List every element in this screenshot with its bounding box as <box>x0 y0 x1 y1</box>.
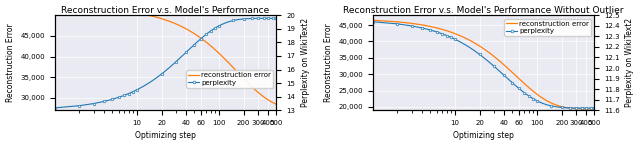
perplexity <box>273 17 280 19</box>
reconstruction error <box>589 108 597 110</box>
perplexity <box>246 18 253 19</box>
perplexity <box>589 107 597 109</box>
reconstruction error <box>369 19 376 21</box>
Title: Reconstruction Error v.s. Model's Performance Without Outlier: Reconstruction Error v.s. Model's Perfor… <box>343 6 624 15</box>
Legend: reconstruction error, perplexity: reconstruction error, perplexity <box>504 19 591 36</box>
reconstruction error <box>572 108 580 110</box>
reconstruction error <box>569 108 577 109</box>
perplexity <box>569 107 577 109</box>
perplexity <box>584 107 591 109</box>
Y-axis label: Reconstruction Error: Reconstruction Error <box>6 23 15 102</box>
perplexity <box>254 18 262 19</box>
perplexity <box>51 107 58 109</box>
Y-axis label: Reconstruction Error: Reconstruction Error <box>324 23 333 102</box>
reconstruction error <box>254 91 262 93</box>
perplexity <box>251 18 259 19</box>
perplexity <box>572 107 580 109</box>
reconstruction error <box>266 100 273 101</box>
Legend: reconstruction error, perplexity: reconstruction error, perplexity <box>186 70 273 88</box>
reconstruction error <box>591 108 598 110</box>
perplexity <box>564 107 572 109</box>
Title: Reconstruction Error v.s. Model's Performance: Reconstruction Error v.s. Model's Perfor… <box>61 6 269 15</box>
Y-axis label: Perplexity on WikiText2: Perplexity on WikiText2 <box>301 18 310 107</box>
X-axis label: Optimizing step: Optimizing step <box>135 131 196 140</box>
Line: perplexity: perplexity <box>372 22 595 108</box>
perplexity <box>591 107 598 109</box>
reconstruction error <box>273 103 280 105</box>
Line: reconstruction error: reconstruction error <box>54 8 276 104</box>
reconstruction error <box>272 103 280 105</box>
Line: reconstruction error: reconstruction error <box>372 20 595 109</box>
perplexity <box>369 21 376 23</box>
perplexity <box>246 18 254 19</box>
perplexity <box>266 17 273 19</box>
X-axis label: Optimizing step: Optimizing step <box>453 131 514 140</box>
perplexity <box>564 107 572 109</box>
reconstruction error <box>251 88 259 90</box>
reconstruction error <box>51 7 58 9</box>
reconstruction error <box>246 84 254 86</box>
perplexity <box>272 17 280 19</box>
reconstruction error <box>564 107 572 109</box>
reconstruction error <box>584 108 591 110</box>
reconstruction error <box>564 107 572 109</box>
Y-axis label: Perplexity on WikiText2: Perplexity on WikiText2 <box>625 18 634 107</box>
Line: perplexity: perplexity <box>54 18 276 108</box>
reconstruction error <box>246 84 253 86</box>
